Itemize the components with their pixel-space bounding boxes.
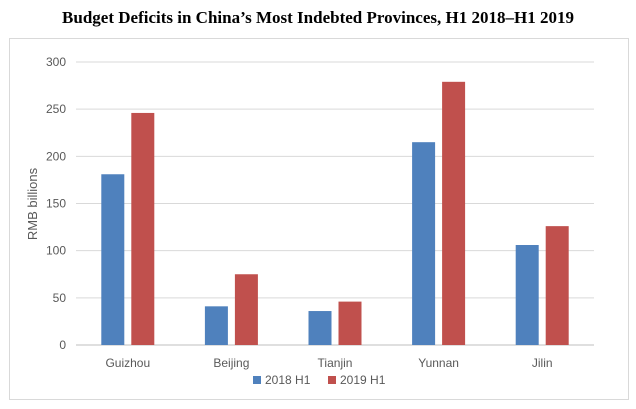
gridlines xyxy=(76,61,594,346)
legend-label: 2018 H1 xyxy=(265,373,311,387)
y-tick-label: 50 xyxy=(53,291,67,305)
legend: 2018 H1 2019 H1 xyxy=(253,373,386,387)
bar-yunnan-2019-h1 xyxy=(442,81,466,345)
bars xyxy=(101,81,569,345)
y-tick-label: 300 xyxy=(46,55,66,69)
bar-guizhou-2019-h1 xyxy=(131,112,155,345)
y-tick-label: 200 xyxy=(46,149,66,163)
chart-frame xyxy=(9,38,629,400)
y-tick-label: 100 xyxy=(46,244,66,258)
x-tick-label: Yunnan xyxy=(418,356,459,370)
x-tick-label: Tianjin xyxy=(318,356,353,370)
bar-guizhou-2018-h1 xyxy=(101,174,125,345)
y-axis-ticks: 0 50 100 150 200 250 300 xyxy=(46,55,66,352)
x-tick-label: Beijing xyxy=(213,356,249,370)
y-tick-label: 150 xyxy=(46,197,66,211)
y-tick-label: 0 xyxy=(59,338,66,352)
bar-yunnan-2018-h1 xyxy=(412,142,436,345)
bar-jilin-2018-h1 xyxy=(515,245,539,345)
legend-swatch xyxy=(328,376,336,384)
bar-tianjin-2018-h1 xyxy=(308,311,332,345)
bar-tianjin-2019-h1 xyxy=(338,301,362,345)
legend-swatch xyxy=(253,376,261,384)
x-axis-ticks: Guizhou Beijing Tianjin Yunnan Jilin xyxy=(105,356,552,370)
y-axis-label: RMB billions xyxy=(25,167,40,240)
x-tick-label: Guizhou xyxy=(105,356,150,370)
legend-label: 2019 H1 xyxy=(340,373,386,387)
bar-beijing-2019-h1 xyxy=(234,274,258,345)
x-tick-label: Jilin xyxy=(532,356,553,370)
bar-jilin-2019-h1 xyxy=(545,226,569,345)
chart-title: Budget Deficits in China’s Most Indebted… xyxy=(62,8,574,27)
y-tick-label: 250 xyxy=(46,102,66,116)
bar-beijing-2018-h1 xyxy=(204,306,228,345)
